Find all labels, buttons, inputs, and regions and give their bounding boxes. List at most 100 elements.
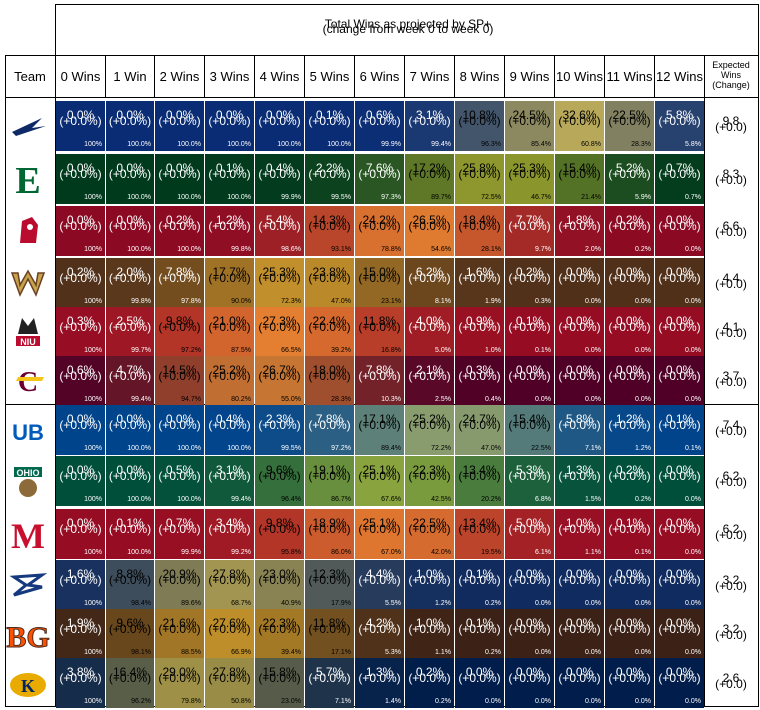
win-probability-change: (+0.0%) <box>258 622 301 636</box>
win-probability-value: 25.3% <box>262 265 297 279</box>
win-probability-change: (+0.0%) <box>558 418 601 432</box>
chart-title: Total Wins as projected by SP+ <box>324 17 492 31</box>
expected-wins-value: 8.3 <box>722 167 740 181</box>
win-probability-change: (+0.0%) <box>608 369 651 383</box>
win-probability-change: (+0.0%) <box>508 167 551 181</box>
win-probability-cell: 2.5% (+0.0%) 99.7% <box>106 307 154 357</box>
svg-text:K: K <box>21 676 35 696</box>
win-probability-value: 7.8% <box>365 363 394 377</box>
win-probability-cell: 0.0% (+0.0%) 100% <box>56 509 105 559</box>
win-probability-change: (+0.0%) <box>458 369 501 383</box>
win-probability-cell: 0.1% (+0.0%) 0.1% <box>605 509 654 559</box>
cumulative-probability: 86.7% <box>331 496 351 503</box>
win-probability-change: (+0.0%) <box>508 114 551 128</box>
win-probability-change: (+0.0%) <box>608 418 651 432</box>
win-probability-cell: 17.2% (+0.0%) 89.7% <box>405 154 454 204</box>
win-probability-cell: 0.2% (+0.0%) 0.2% <box>605 456 654 506</box>
win-probability-change: (+0.0%) <box>108 219 152 233</box>
cumulative-probability: 97.3% <box>381 194 401 201</box>
win-probability-change: (+0.0%) <box>208 114 251 128</box>
win-probability-value: 0.2% <box>165 213 194 227</box>
expected-wins-header: Expected Wins (Change) <box>705 60 757 96</box>
win-probability-change: (+0.0%) <box>158 320 201 334</box>
cumulative-probability: 100.0% <box>177 445 201 452</box>
win-probability-cell: 0.0% (+0.0%) 0.0% <box>655 356 704 406</box>
win-probability-cell: 0.0% (+0.0%) 0.0% <box>555 658 604 708</box>
win-probability-value: 0.0% <box>465 665 494 679</box>
cumulative-probability: 80.2% <box>231 396 251 403</box>
svg-text:E: E <box>15 160 40 199</box>
win-probability-change: (+0.0%) <box>208 622 251 636</box>
expected-wins-cell: 3.2 (+0.0) <box>706 560 756 610</box>
cumulative-probability: 42.5% <box>431 496 451 503</box>
win-probability-cell: 17.7% (+0.0%) 90.0% <box>205 258 254 308</box>
win-probability-change: (+0.0%) <box>59 219 102 233</box>
win-probability-change: (+0.0%) <box>208 469 251 483</box>
cumulative-probability: 72.3% <box>281 298 301 305</box>
win-probability-cell: 0.0% (+0.0%) 0.0% <box>605 609 654 659</box>
cumulative-probability: 39.2% <box>331 347 351 354</box>
win-probability-change: (+0.0%) <box>458 622 501 636</box>
cumulative-probability: 0.2% <box>485 649 501 656</box>
cumulative-probability: 0.0% <box>585 396 601 403</box>
wins-column-header: 0 Wins <box>60 68 101 84</box>
win-probability-cell: 0.1% (+0.0%) 0.1% <box>505 307 554 357</box>
win-probability-value: 1.3% <box>565 463 594 477</box>
win-probability-change: (+0.0%) <box>208 167 251 181</box>
win-probability-change: (+0.0%) <box>308 671 351 685</box>
win-probability-value: 17.2% <box>412 161 447 175</box>
win-probability-value: 14.3% <box>312 213 347 227</box>
win-probability-cell: 5.2% (+0.0%) 5.9% <box>605 154 654 204</box>
win-probability-change: (+0.0%) <box>508 320 551 334</box>
win-probability-change: (+0.0%) <box>608 167 651 181</box>
cumulative-probability: 100.0% <box>177 246 201 253</box>
cumulative-probability: 0.0% <box>685 246 701 253</box>
win-probability-value: 1.8% <box>565 213 594 227</box>
win-probability-cell: 24.7% (+0.0%) 47.0% <box>455 405 504 455</box>
win-probability-change: (+0.0%) <box>508 369 551 383</box>
win-probability-cell: 5.8% (+0.0%) 5.8% <box>655 101 704 151</box>
cumulative-probability: 1.2% <box>635 445 651 452</box>
expected-wins-cell: 6.6 (+0.0) <box>706 206 756 256</box>
win-probability-value: 0.0% <box>665 616 694 630</box>
cumulative-probability: 17.1% <box>331 649 351 656</box>
akron-logo-icon <box>6 106 50 146</box>
win-probability-change: (+0.0%) <box>208 219 251 233</box>
win-probability-change: (+0.0%) <box>108 522 152 536</box>
expected-wins-value: 9.8 <box>722 114 740 128</box>
win-probability-cell: 2.0% (+0.0%) 99.8% <box>106 258 154 308</box>
cumulative-probability: 85.4% <box>531 141 551 148</box>
win-probability-cell: 9.6% (+0.0%) 96.4% <box>255 456 304 506</box>
win-probability-value: 0.1% <box>615 516 644 530</box>
expected-column-border <box>704 55 705 707</box>
win-probability-change: (+0.0%) <box>158 622 201 636</box>
win-probability-change: (+0.0%) <box>608 622 651 636</box>
win-probability-value: 23.8% <box>312 265 347 279</box>
win-probability-change: (+0.0%) <box>59 573 102 587</box>
win-probability-value: 2.1% <box>415 363 444 377</box>
header-column-divider <box>354 55 355 98</box>
win-probability-change: (+0.0%) <box>358 671 401 685</box>
cumulative-probability: 0.1% <box>685 445 701 452</box>
svg-text:C: C <box>18 367 38 398</box>
win-probability-cell: 27.8% (+0.0%) 68.7% <box>205 560 254 610</box>
cumulative-probability: 23.1% <box>381 298 401 305</box>
header-bottom-border <box>5 97 759 98</box>
win-probability-change: (+0.0%) <box>508 522 551 536</box>
win-probability-cell: 0.0% (+0.0%) 0.0% <box>555 356 604 406</box>
cumulative-probability: 68.7% <box>231 600 251 607</box>
win-probability-change: (+0.0%) <box>308 219 351 233</box>
win-probability-change: (+0.0%) <box>59 114 102 128</box>
expected-wins-change: (+0.0) <box>715 225 747 239</box>
win-probability-value: 0.0% <box>665 567 694 581</box>
win-probability-change: (+0.0%) <box>658 271 701 285</box>
cumulative-probability: 0.0% <box>635 649 651 656</box>
cumulative-probability: 0.2% <box>635 496 651 503</box>
win-probability-value: 15.0% <box>362 265 397 279</box>
win-probability-cell: 0.1% (+0.0%) 0.2% <box>455 609 504 659</box>
win-probability-value: 5.8% <box>665 108 694 122</box>
win-probability-value: 4.2% <box>365 616 394 630</box>
win-probability-value: 4.4% <box>365 567 394 581</box>
cumulative-probability: 0.3% <box>535 298 551 305</box>
win-probability-change: (+0.0%) <box>258 114 301 128</box>
